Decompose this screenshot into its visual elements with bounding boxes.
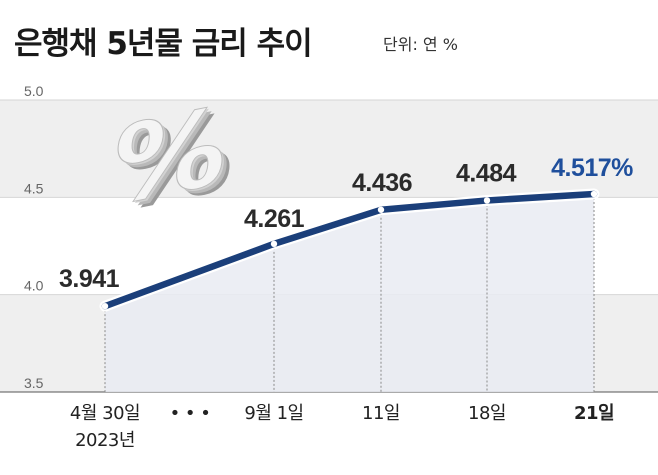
x-axis-ellipsis: • • • <box>170 403 211 424</box>
x-tick-label: 9월 1일 <box>244 403 303 424</box>
data-label: 4.517% <box>551 154 633 182</box>
x-tick-label: 11일 <box>362 403 400 424</box>
data-label: 4.261 <box>244 205 305 233</box>
y-tick-label: 5.0 <box>24 83 44 99</box>
grid-band <box>0 100 658 198</box>
x-tick-label: 4월 30일 <box>70 403 140 424</box>
data-point <box>270 240 278 248</box>
data-point <box>590 190 598 198</box>
percent-symbol-decoration: %%%% <box>105 81 242 237</box>
percent-symbol-layer: % <box>107 84 236 233</box>
unit-label: 단위: 연 % <box>383 35 458 54</box>
percent-symbol-layer: % <box>110 86 239 235</box>
data-label: 4.436 <box>352 169 412 197</box>
data-point <box>377 206 385 213</box>
data-point <box>483 197 491 204</box>
y-tick-label: 4.5 <box>24 180 44 196</box>
series-area <box>105 194 594 392</box>
chart-title: 은행채 5년물 금리 추이 <box>14 26 313 62</box>
x-tick-sublabel: 2023년 <box>75 430 135 451</box>
data-label: 4.484 <box>456 159 517 187</box>
x-tick-label: 21일 <box>574 403 614 424</box>
y-tick-label: 3.5 <box>24 375 44 391</box>
x-tick-label: 18일 <box>468 403 506 424</box>
data-point <box>101 302 109 310</box>
percent-symbol-layer: % <box>113 88 242 237</box>
percent-symbol-layer: % <box>105 82 234 231</box>
chart-header: 은행채 5년물 금리 추이 단위: 연 % <box>0 0 658 70</box>
y-tick-label: 4.0 <box>24 278 44 294</box>
data-label: 3.941 <box>59 265 120 293</box>
